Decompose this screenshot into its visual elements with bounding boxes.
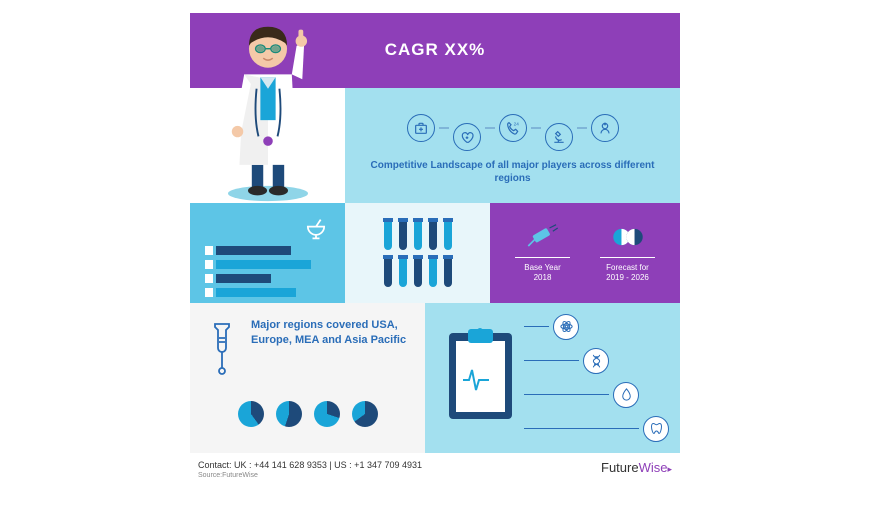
pills-icon (610, 222, 646, 252)
landscape-panel: 24 Competitive Landscape of all major pl… (345, 88, 680, 203)
clip-item (524, 348, 669, 374)
regions-panel: Major regions covered USA, Europe, MEA a… (190, 303, 425, 453)
clipboard-panel (425, 303, 680, 453)
bar (205, 274, 330, 283)
syringe-icon (525, 222, 561, 252)
test-tube (413, 255, 423, 287)
infographic-canvas: CAGR XX% 24 Competitive Landscape of all… (190, 13, 680, 503)
bar (205, 288, 330, 297)
divider (515, 257, 570, 258)
bar-chart (205, 246, 330, 297)
medkit-icon (407, 114, 435, 142)
connector (531, 127, 541, 129)
test-tube (443, 255, 453, 287)
cagr-title: CAGR XX% (385, 40, 486, 60)
clipboard-icon (443, 325, 518, 430)
test-tube (443, 218, 453, 250)
pie-row (205, 401, 410, 427)
clip-item (524, 382, 669, 408)
tubes-panel (345, 203, 490, 303)
forecast-col: Forecast for2019 - 2026 (600, 222, 655, 284)
pie-chart (314, 401, 340, 427)
test-tube (398, 218, 408, 250)
test-tube (383, 218, 393, 250)
footer: Contact: UK : +44 141 628 9353 | US : +1… (190, 456, 680, 479)
connector (439, 127, 449, 129)
base-year-text: Base Year2018 (524, 263, 560, 284)
test-tube (413, 218, 423, 250)
nurse-icon (591, 114, 619, 142)
contact-text: Contact: UK : +44 141 628 9353 | US : +1… (198, 460, 422, 470)
clip-item (524, 314, 669, 340)
bars-panel (190, 203, 345, 303)
tooth-icon (643, 416, 669, 442)
futurewise-logo: FutureWise▸ (601, 460, 672, 475)
test-tube (428, 218, 438, 250)
test-tube (428, 255, 438, 287)
regions-text: Major regions covered USA, Europe, MEA a… (251, 318, 410, 349)
iv-bag-icon (205, 318, 239, 383)
test-tubes (383, 218, 453, 287)
divider (600, 257, 655, 258)
test-tube (383, 255, 393, 287)
base-year-col: Base Year2018 (515, 222, 570, 284)
dna-icon (583, 348, 609, 374)
connector (577, 127, 587, 129)
header-panel: CAGR XX% (190, 13, 680, 88)
icon-row: 24 (407, 105, 619, 151)
heart-icon (453, 123, 481, 151)
forecast-panel: Base Year2018 Forecast for2019 - 2026 (490, 203, 680, 303)
drop-icon (613, 382, 639, 408)
bar (205, 260, 330, 269)
svg-text:24: 24 (513, 121, 519, 126)
pie-chart (276, 401, 302, 427)
pie-chart (352, 401, 378, 427)
clip-icons (524, 314, 669, 442)
phone-24-icon: 24 (499, 114, 527, 142)
test-tube (398, 255, 408, 287)
connector (485, 127, 495, 129)
clip-item (524, 416, 669, 442)
mortar-icon (302, 215, 330, 248)
forecast-text: Forecast for2019 - 2026 (606, 263, 649, 284)
landscape-text: Competitive Landscape of all major playe… (345, 159, 680, 185)
source-text: Source:FutureWise (198, 472, 422, 479)
atom-icon (553, 314, 579, 340)
pie-chart (238, 401, 264, 427)
microscope-icon (545, 123, 573, 151)
